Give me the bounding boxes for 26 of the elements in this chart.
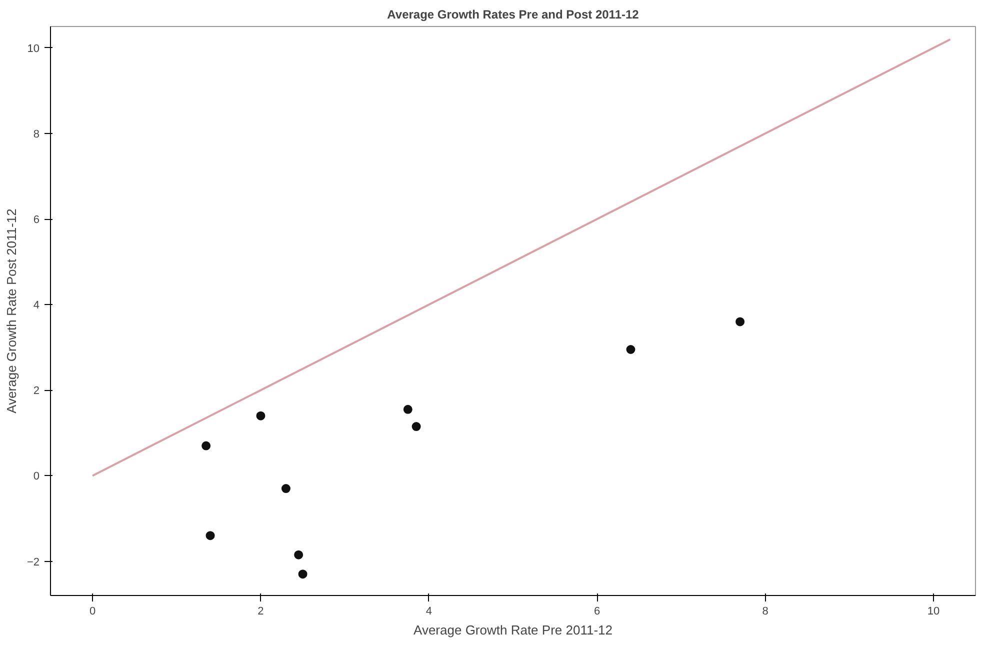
y-tick-label: 2 <box>33 385 40 398</box>
y-tick-label: −2 <box>26 556 40 568</box>
x-axis-title: Average Growth Rate Pre 2011-12 <box>414 622 612 638</box>
point <box>403 404 412 414</box>
point <box>202 441 211 450</box>
point <box>294 550 304 560</box>
point <box>256 411 266 420</box>
y-axis-title: Average Growth Rate Post 2011-12 <box>4 208 19 414</box>
x-tick-label: 10 <box>927 606 940 618</box>
y-tick-label: 8 <box>33 128 40 140</box>
y-tick-label: 6 <box>33 214 40 226</box>
point <box>298 570 308 579</box>
y-tick-label: 0 <box>33 470 40 483</box>
y-tick-label: 4 <box>33 300 40 312</box>
x-tick-label: 0 <box>89 606 96 618</box>
point <box>626 345 636 354</box>
x-tick-label: 8 <box>762 606 768 618</box>
y-tick-label: 10 <box>27 42 40 55</box>
x-tick-label: 6 <box>594 606 600 618</box>
point <box>412 422 421 432</box>
point <box>206 531 215 540</box>
point <box>736 317 745 326</box>
x-tick-label: 2 <box>258 606 264 618</box>
chart-title: Average Growth Rates Pre and Post 2011-12 <box>387 8 640 22</box>
x-tick-label: 4 <box>426 606 432 618</box>
point <box>281 484 290 494</box>
